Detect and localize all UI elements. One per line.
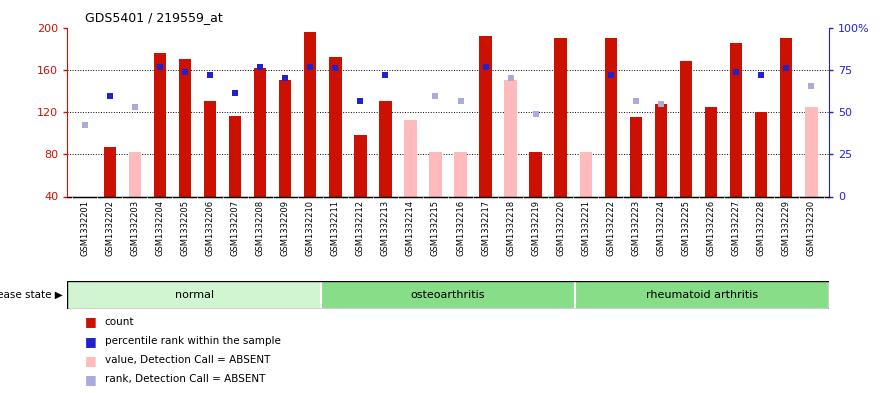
Bar bbox=[555, 38, 567, 197]
Text: ■: ■ bbox=[85, 316, 97, 329]
Bar bbox=[129, 152, 141, 196]
Text: GSM1332230: GSM1332230 bbox=[806, 200, 815, 256]
Bar bbox=[354, 135, 366, 196]
Bar bbox=[254, 68, 266, 196]
Text: count: count bbox=[105, 317, 134, 327]
Bar bbox=[605, 38, 617, 197]
Text: GSM1332214: GSM1332214 bbox=[406, 200, 415, 256]
Text: GSM1332227: GSM1332227 bbox=[732, 200, 741, 256]
Text: GSM1332224: GSM1332224 bbox=[657, 200, 666, 256]
Bar bbox=[805, 107, 817, 196]
Text: GSM1332229: GSM1332229 bbox=[781, 200, 790, 256]
Bar bbox=[655, 103, 668, 196]
Bar bbox=[228, 116, 241, 196]
Text: GSM1332203: GSM1332203 bbox=[130, 200, 140, 256]
Text: rheumatoid arthritis: rheumatoid arthritis bbox=[646, 290, 758, 300]
Text: GSM1332215: GSM1332215 bbox=[431, 200, 440, 256]
Bar bbox=[479, 36, 492, 197]
Text: GSM1332220: GSM1332220 bbox=[556, 200, 565, 256]
Text: GSM1332228: GSM1332228 bbox=[756, 200, 766, 256]
Bar bbox=[780, 38, 792, 197]
Text: disease state ▶: disease state ▶ bbox=[0, 290, 63, 300]
Text: GSM1332223: GSM1332223 bbox=[632, 200, 641, 256]
Bar bbox=[178, 59, 191, 196]
Text: GSM1332210: GSM1332210 bbox=[306, 200, 314, 256]
Text: GSM1332221: GSM1332221 bbox=[582, 200, 590, 256]
Text: GSM1332225: GSM1332225 bbox=[682, 200, 691, 256]
Text: rank, Detection Call = ABSENT: rank, Detection Call = ABSENT bbox=[105, 375, 265, 384]
Text: GSM1332219: GSM1332219 bbox=[531, 200, 540, 256]
Text: GSM1332205: GSM1332205 bbox=[180, 200, 189, 256]
Bar bbox=[630, 117, 642, 196]
Bar bbox=[304, 32, 316, 196]
Text: ■: ■ bbox=[85, 373, 97, 386]
Bar bbox=[580, 152, 592, 196]
Text: GSM1332208: GSM1332208 bbox=[255, 200, 264, 256]
Text: GSM1332211: GSM1332211 bbox=[331, 200, 340, 256]
Text: GSM1332209: GSM1332209 bbox=[280, 200, 289, 256]
Bar bbox=[504, 80, 517, 196]
Text: GSM1332201: GSM1332201 bbox=[81, 200, 90, 256]
Text: GSM1332222: GSM1332222 bbox=[607, 200, 616, 256]
Bar bbox=[755, 112, 767, 196]
Bar bbox=[680, 61, 693, 196]
Bar bbox=[530, 152, 542, 196]
Text: GSM1332217: GSM1332217 bbox=[481, 200, 490, 256]
Text: GDS5401 / 219559_at: GDS5401 / 219559_at bbox=[85, 11, 223, 24]
Bar bbox=[321, 281, 575, 309]
Bar bbox=[575, 281, 829, 309]
Bar bbox=[429, 152, 442, 196]
Text: GSM1332207: GSM1332207 bbox=[230, 200, 239, 256]
Bar bbox=[329, 57, 341, 196]
Text: GSM1332216: GSM1332216 bbox=[456, 200, 465, 256]
Bar bbox=[104, 147, 116, 196]
Bar bbox=[203, 101, 216, 196]
Text: percentile rank within the sample: percentile rank within the sample bbox=[105, 336, 280, 346]
Text: GSM1332212: GSM1332212 bbox=[356, 200, 365, 256]
Text: GSM1332218: GSM1332218 bbox=[506, 200, 515, 256]
Bar bbox=[67, 281, 321, 309]
Text: ■: ■ bbox=[85, 335, 97, 348]
Bar bbox=[379, 101, 392, 196]
Text: GSM1332226: GSM1332226 bbox=[707, 200, 716, 256]
Bar bbox=[730, 43, 743, 196]
Text: ■: ■ bbox=[85, 354, 97, 367]
Bar bbox=[454, 152, 467, 196]
Text: GSM1332202: GSM1332202 bbox=[106, 200, 115, 256]
Bar bbox=[404, 120, 417, 196]
Text: GSM1332213: GSM1332213 bbox=[381, 200, 390, 256]
Bar bbox=[705, 107, 718, 196]
Bar bbox=[153, 53, 166, 196]
Text: osteoarthritis: osteoarthritis bbox=[410, 290, 486, 300]
Text: value, Detection Call = ABSENT: value, Detection Call = ABSENT bbox=[105, 355, 271, 365]
Bar bbox=[279, 80, 291, 196]
Text: normal: normal bbox=[175, 290, 213, 300]
Text: GSM1332204: GSM1332204 bbox=[155, 200, 164, 256]
Text: GSM1332206: GSM1332206 bbox=[205, 200, 214, 256]
